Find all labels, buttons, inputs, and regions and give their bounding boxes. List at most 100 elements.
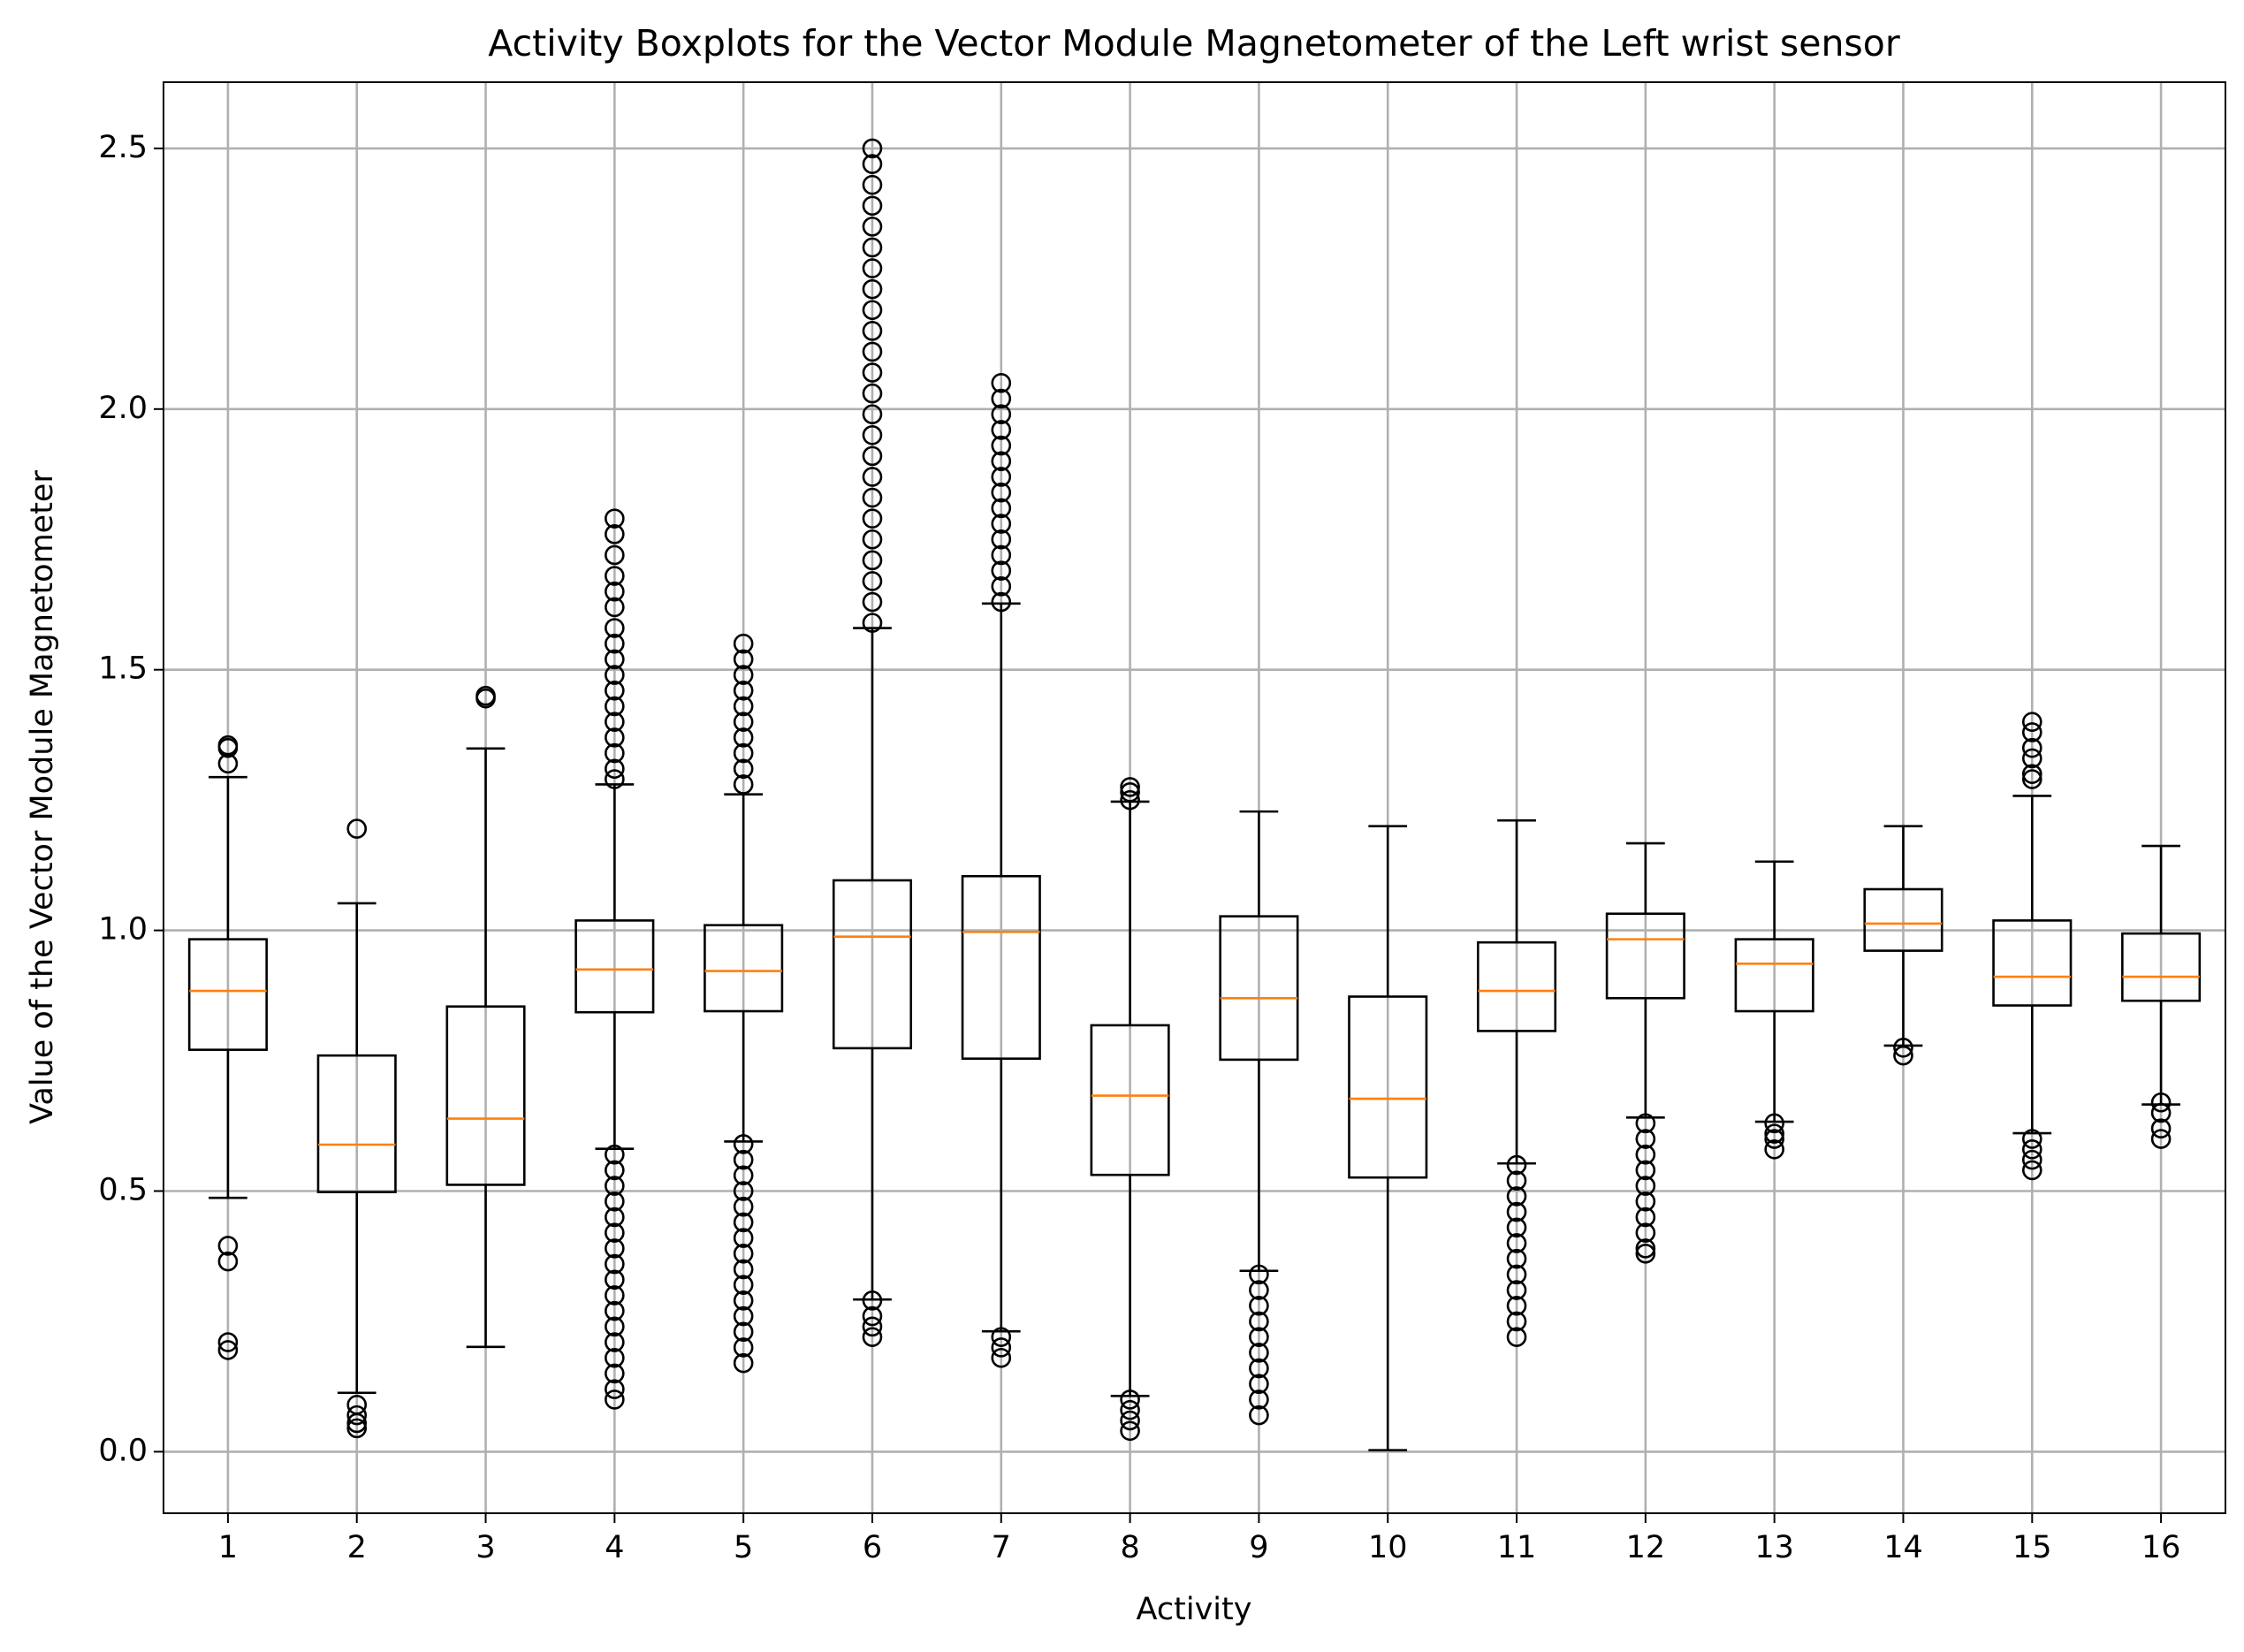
box (1992, 919, 2073, 1007)
outlier (1506, 1295, 1527, 1316)
outlier (605, 1379, 625, 1399)
outlier (217, 737, 239, 758)
outlier (862, 424, 883, 445)
outlier (2150, 1102, 2172, 1123)
x-tick-label: 16 (2141, 1530, 2181, 1565)
box (187, 938, 268, 1051)
outlier (1764, 1113, 1784, 1134)
outlier (1635, 1191, 1656, 1212)
outlier (862, 258, 883, 278)
outlier (605, 1332, 625, 1352)
outlier (605, 1253, 625, 1275)
outlier (1249, 1358, 1269, 1379)
outlier (733, 1134, 754, 1154)
y-tick-label: 1.0 (98, 912, 148, 948)
outlier (605, 597, 625, 618)
outlier (605, 524, 625, 544)
outlier (346, 1405, 368, 1426)
outlier (733, 1337, 754, 1358)
outlier (991, 420, 1012, 440)
outlier (605, 665, 625, 685)
outlier (217, 1340, 239, 1360)
outlier (1120, 1389, 1140, 1410)
outlier (605, 742, 625, 764)
outlier (991, 544, 1012, 566)
outlier (1120, 1410, 1140, 1431)
outlier (733, 1181, 754, 1201)
outlier (2021, 712, 2042, 732)
outlier (1893, 1045, 1913, 1066)
box (2121, 932, 2202, 1002)
y-axis-label: Value of the Vector Module Magnetometer (25, 470, 60, 1124)
outlier (475, 688, 496, 709)
outlier (605, 696, 625, 717)
outlier (862, 404, 883, 425)
outlier (605, 1269, 625, 1290)
outlier (605, 544, 625, 566)
outlier (1249, 1389, 1269, 1410)
outlier (991, 451, 1012, 472)
outlier (862, 278, 883, 300)
outlier (605, 1363, 625, 1384)
outlier (605, 1285, 625, 1306)
outlier (991, 435, 1012, 456)
chart-title: Activity Boxplots for the Vector Module … (488, 22, 1900, 65)
outlier (862, 174, 883, 195)
outlier (862, 613, 883, 633)
y-tick-label: 0.5 (98, 1173, 148, 1208)
box (1090, 1024, 1170, 1176)
outlier (605, 508, 625, 529)
outlier (605, 1191, 625, 1212)
outlier (605, 769, 625, 789)
outlier (2021, 764, 2042, 784)
outlier (733, 742, 754, 764)
outlier (862, 362, 883, 383)
outlier (1249, 1343, 1269, 1363)
outlier (1893, 1038, 1913, 1058)
outlier (733, 1196, 754, 1217)
x-tick-label: 10 (1368, 1530, 1408, 1565)
outlier (2021, 1129, 2042, 1149)
outlier (2021, 748, 2042, 769)
outlier (862, 154, 883, 174)
outlier (2021, 1160, 2042, 1181)
outlier (862, 1290, 883, 1311)
outlier (217, 753, 239, 774)
box (961, 874, 1041, 1060)
outlier (733, 1228, 754, 1248)
outlier (862, 550, 883, 571)
outlier (733, 680, 754, 701)
outlier (862, 467, 883, 487)
outlier (605, 1222, 625, 1243)
outlier (1506, 1280, 1527, 1300)
outlier (346, 818, 368, 839)
outlier (1249, 1374, 1269, 1395)
x-axis-label: Activity (1137, 1592, 1252, 1627)
outlier (1506, 1264, 1527, 1285)
outlier (862, 529, 883, 550)
x-tick-label: 15 (2012, 1530, 2052, 1565)
y-tick-label: 2.5 (98, 130, 148, 165)
outlier (991, 529, 1012, 550)
outlier (733, 712, 754, 732)
outlier (1506, 1311, 1527, 1332)
outlier (733, 696, 754, 717)
outlier (605, 1207, 625, 1228)
outlier (2150, 1129, 2172, 1149)
outlier (605, 727, 625, 748)
box (704, 924, 784, 1013)
x-tick-label: 13 (1754, 1530, 1794, 1565)
box (316, 1054, 397, 1193)
outlier (346, 1412, 368, 1434)
outlier (605, 1389, 625, 1410)
outlier (862, 195, 883, 217)
outlier (1764, 1139, 1784, 1160)
box (1734, 938, 1814, 1013)
y-tick-label: 2.0 (98, 391, 148, 426)
outlier (1635, 1129, 1656, 1149)
outlier (991, 1347, 1012, 1368)
outlier (1635, 1160, 1656, 1181)
outlier (1635, 1243, 1656, 1264)
outlier (1764, 1123, 1784, 1144)
outlier (2021, 769, 2042, 789)
